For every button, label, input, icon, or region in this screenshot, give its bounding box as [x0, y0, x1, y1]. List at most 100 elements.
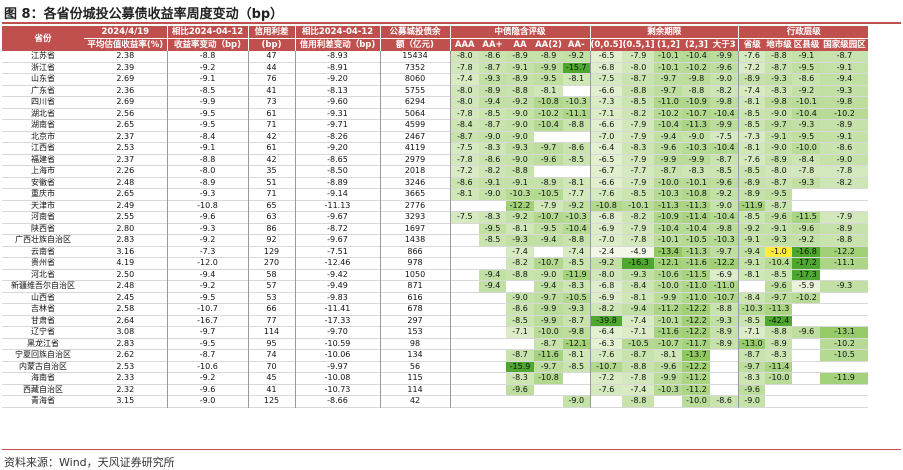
- rating-cell: -9.2: [506, 96, 534, 108]
- rating-cell: -9.4: [534, 234, 563, 246]
- yield-change-cell: -9.1: [166, 73, 248, 85]
- admin-cell: -9.2: [737, 223, 766, 235]
- maturity-cell: -10.9: [654, 211, 683, 223]
- province-cell: 湖南省: [31, 120, 55, 129]
- province-cell: 福建省: [31, 154, 55, 164]
- maturity-cell: -9.6: [710, 177, 739, 189]
- maturity-cell: -10.1: [654, 315, 683, 327]
- maturity-cell: -9.9: [682, 154, 711, 166]
- admin-cell: -8.1: [737, 142, 766, 154]
- maturity-cell: -11.0: [654, 96, 683, 108]
- yield-cell: 2.64: [116, 315, 135, 325]
- rating-cell: -9.3: [506, 142, 534, 154]
- yield-cell: 2.56: [116, 108, 135, 118]
- balance-cell: 5064: [379, 108, 450, 120]
- maturity-cell: -6.9: [589, 223, 623, 235]
- balance-cell: 15434: [379, 51, 450, 62]
- yield-change-cell: -9.5: [166, 338, 248, 350]
- admin-cell: [820, 189, 868, 201]
- yield-change-cell: -9.5: [166, 108, 248, 120]
- yield-cell: 2.49: [116, 200, 135, 210]
- rating-cell: -11.1: [563, 108, 590, 120]
- rating-cell: [479, 246, 506, 258]
- admin-cell: -1.0: [765, 246, 793, 258]
- maturity-cell: -9.4: [654, 131, 683, 143]
- rating-cell: [563, 85, 590, 97]
- rating-cell: [479, 327, 506, 339]
- maturity-cell: -10.7: [589, 361, 623, 373]
- maturity-cell: -10.0: [654, 177, 683, 189]
- rating-cell: -10.4: [563, 223, 590, 235]
- rating-cell: -8.0: [449, 51, 479, 62]
- rating-cell: -8.5: [506, 315, 534, 327]
- rating-cell: [563, 166, 590, 178]
- balance-cell: 3293: [379, 211, 450, 223]
- rating-cell: -8.3: [479, 142, 506, 154]
- rating-cell: -8.3: [506, 372, 534, 384]
- rating-cell: [534, 131, 563, 143]
- balance-cell: 153: [379, 326, 450, 338]
- admin-cell: -8.9: [820, 119, 869, 131]
- maturity-cell: -11.5: [682, 269, 711, 281]
- balance-cell: 678: [379, 303, 450, 315]
- balance-cell: 2018: [379, 165, 450, 177]
- maturity-cell: -10.8: [682, 188, 711, 200]
- admin-cell: -7.3: [737, 131, 766, 143]
- spread-change-cell: -11.13: [294, 200, 380, 212]
- rating-cell: -9.0: [506, 154, 534, 166]
- rating-cell: [449, 303, 479, 315]
- maturity-cell: -8.2: [622, 108, 655, 120]
- province-cell: 海南省: [31, 373, 55, 382]
- balance-cell: 2467: [379, 131, 450, 143]
- yield-cell: 2.55: [116, 212, 135, 221]
- header-maturity-col: (1,2]: [654, 38, 683, 51]
- maturity-cell: -8.6: [710, 395, 739, 407]
- maturity-cell: -11.0: [710, 280, 739, 292]
- rating-cell: -9.0: [506, 119, 534, 131]
- balance-cell: 616: [379, 292, 450, 304]
- spread-change-cell: -9.60: [294, 96, 380, 108]
- yield-cell: 2.32: [116, 384, 135, 394]
- admin-cell: -9.1: [737, 257, 766, 269]
- spread-cell: 41: [247, 85, 295, 97]
- maturity-cell: [710, 373, 738, 385]
- rating-cell: [449, 200, 479, 212]
- admin-cell: [792, 373, 820, 385]
- balance-cell: 978: [379, 257, 450, 269]
- maturity-cell: -12.2: [710, 257, 739, 269]
- spread-cell: 45: [247, 372, 295, 384]
- yield-cell: 2.38: [116, 51, 135, 60]
- maturity-cell: -9.0: [710, 200, 739, 212]
- maturity-cell: -10.7: [654, 338, 683, 350]
- maturity-cell: -8.0: [622, 62, 655, 74]
- maturity-cell: -9.8: [682, 73, 711, 85]
- spread-cell: 77: [247, 315, 295, 327]
- maturity-cell: -2.4: [589, 246, 623, 258]
- maturity-cell: -7.0: [589, 131, 623, 143]
- rating-cell: -7.4: [449, 73, 479, 85]
- yield-change-cell: -9.5: [166, 292, 248, 304]
- maturity-cell: -8.7: [622, 349, 655, 361]
- rating-cell: [534, 166, 563, 178]
- admin-cell: -9.1: [737, 234, 766, 246]
- rating-cell: -8.5: [563, 361, 590, 373]
- maturity-cell: -8.0: [589, 269, 623, 281]
- yield-cell: 2.69: [116, 97, 135, 106]
- admin-cell: [737, 280, 766, 292]
- yield-change-cell: -9.3: [166, 188, 248, 200]
- province-cell: 河南省: [31, 212, 55, 221]
- admin-cell: -11.9: [820, 372, 869, 384]
- maturity-cell: [710, 350, 738, 362]
- yield-cell: 2.36: [116, 85, 135, 95]
- maturity-cell: -7.9: [622, 119, 655, 131]
- balance-cell: 3665: [379, 188, 450, 200]
- rating-cell: -9.9: [534, 62, 563, 74]
- balance-cell: 297: [379, 315, 450, 327]
- maturity-cell: -8.7: [622, 73, 655, 85]
- yield-change-cell: -8.7: [166, 349, 248, 361]
- rating-cell: -9.7: [534, 361, 563, 373]
- rating-cell: -9.2: [563, 51, 590, 62]
- rating-cell: [479, 373, 506, 385]
- maturity-cell: -7.3: [589, 96, 623, 108]
- maturity-cell: -12.1: [654, 257, 683, 269]
